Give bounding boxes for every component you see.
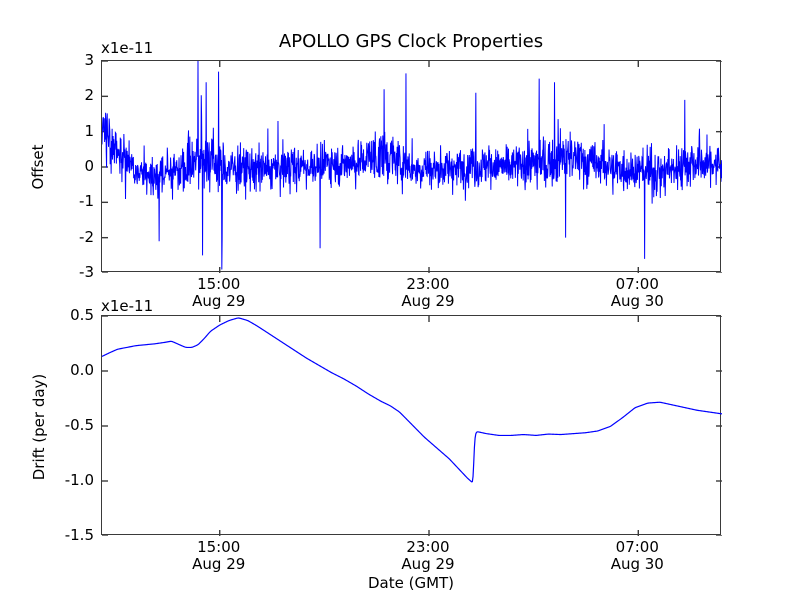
xtick-time: 15:00 xyxy=(197,275,241,293)
xtick-date: Aug 30 xyxy=(610,555,664,573)
xtick-label: 23:00 Aug 29 xyxy=(401,276,454,310)
xtick-label: 07:00 Aug 30 xyxy=(611,539,664,573)
drift-ytick-labels: -1.5 -1.0 -0.5 0.0 0.5 xyxy=(54,306,94,544)
ytick-label: -1 xyxy=(79,192,94,211)
ytick-label: -3 xyxy=(79,263,94,281)
ytick-label: -2 xyxy=(79,227,94,246)
ytick-label: 0 xyxy=(84,157,94,175)
ytick-label: 3 xyxy=(84,51,94,69)
xtick-label: 15:00 Aug 29 xyxy=(192,539,245,573)
drift-line xyxy=(102,317,722,483)
axis-xlabel: Date (GMT) xyxy=(367,574,455,592)
ytick-label: -0.5 xyxy=(64,416,94,434)
xtick-time: 15:00 xyxy=(197,538,241,556)
offset-axis-ylabel: Offset xyxy=(29,144,47,190)
xtick-time: 07:00 xyxy=(615,538,659,556)
xtick-label: 07:00 Aug 30 xyxy=(611,276,664,310)
offset-ytick-labels: -3 -2 -1 0 1 2 3 xyxy=(54,51,94,281)
xtick-time: 23:00 xyxy=(406,538,450,556)
xtick-date: Aug 29 xyxy=(192,292,246,310)
ytick-label: 2 xyxy=(84,86,94,105)
offset-line xyxy=(102,61,722,270)
xtick-label: 15:00 Aug 29 xyxy=(192,276,245,310)
xtick-date: Aug 30 xyxy=(610,292,664,310)
offset-plot-area xyxy=(101,60,722,273)
offset-series-canvas xyxy=(102,61,722,273)
drift-series-canvas xyxy=(102,316,722,536)
xtick-time: 23:00 xyxy=(406,275,450,293)
page-title: APOLLO GPS Clock Properties xyxy=(278,31,544,52)
xtick-date: Aug 29 xyxy=(192,555,246,573)
drift-plot-area xyxy=(101,315,722,536)
xtick-date: Aug 29 xyxy=(401,292,455,310)
ytick-label: -1.5 xyxy=(64,526,94,544)
xtick-label: 23:00 Aug 29 xyxy=(401,539,454,573)
xtick-time: 07:00 xyxy=(615,275,659,293)
xtick-date: Aug 29 xyxy=(401,555,455,573)
drift-axis-ylabel: Drift (per day) xyxy=(30,373,48,481)
ytick-label: 1 xyxy=(84,121,94,140)
drift-y-exponent-label: x1e-11 xyxy=(101,297,154,315)
offset-y-exponent-label: x1e-11 xyxy=(101,39,154,57)
ytick-label: 0.5 xyxy=(70,306,94,324)
ytick-label: 0.0 xyxy=(70,361,94,379)
ytick-label: -1.0 xyxy=(64,471,94,489)
